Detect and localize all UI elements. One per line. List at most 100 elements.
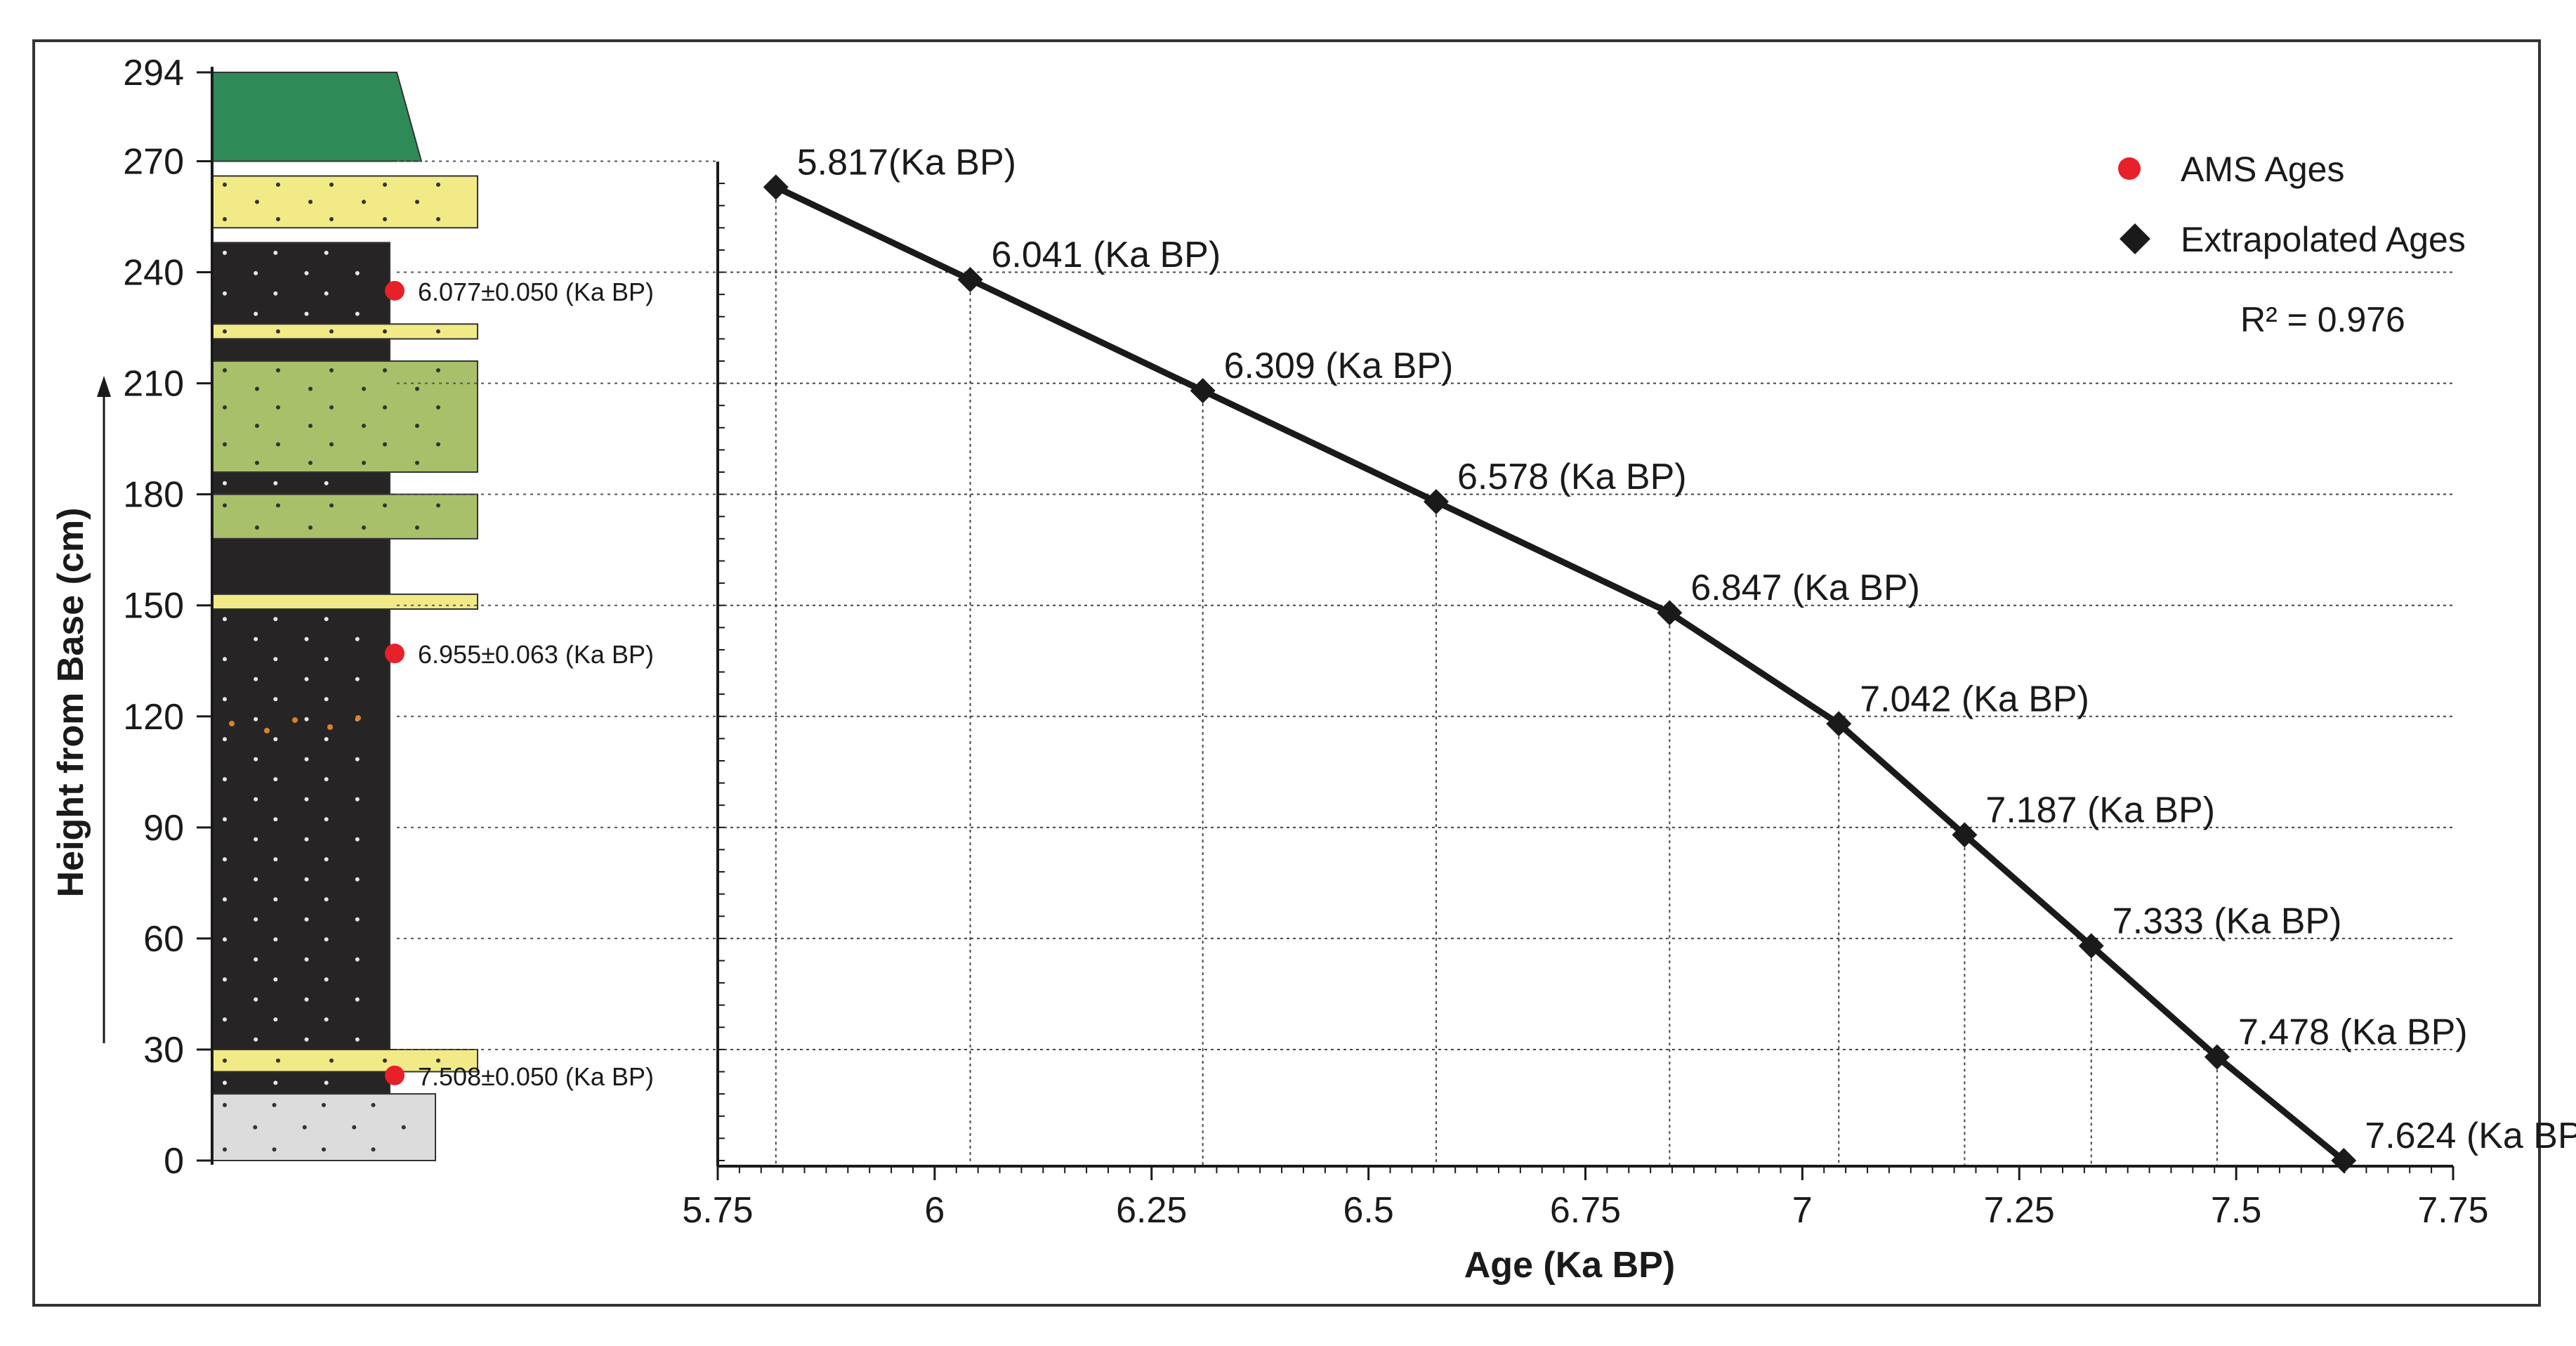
strat-dot	[223, 329, 227, 334]
strat-dot	[273, 250, 278, 255]
extrapolated-age-label: 6.041 (Ka BP)	[992, 235, 1221, 275]
strat-dot	[383, 1058, 387, 1063]
strat-dot	[276, 216, 280, 221]
strat-dot	[329, 503, 334, 508]
strat-dot	[254, 757, 258, 762]
strat-dot	[324, 897, 329, 902]
y-tick-label: 270	[123, 141, 184, 182]
legend-extrapolated-marker	[2120, 223, 2150, 254]
strat-dot	[223, 937, 227, 942]
strat-dot	[223, 897, 227, 902]
strat-unit	[211, 360, 478, 473]
strat-dot	[329, 1058, 334, 1063]
strat-orange-speck	[229, 721, 235, 726]
y-tick-label: 240	[123, 253, 184, 294]
x-axis-ticks: 5.75 6 6.25 6.5 6.75 7 7.25 7.5 7.75	[682, 183, 2489, 1231]
legend-ams-label: AMS Ages	[2181, 150, 2344, 189]
strat-dot	[308, 460, 313, 465]
strat-unit	[211, 1093, 436, 1161]
strat-dot	[324, 657, 329, 662]
strat-dot	[273, 1080, 278, 1085]
y-tick-label: 150	[123, 586, 184, 627]
extrapolated-age-marker	[1190, 378, 1216, 404]
x-tick-label: 6	[924, 1190, 945, 1231]
y-tick-label: 30	[143, 1030, 184, 1071]
height-guide-lines	[397, 160, 718, 1050]
strat-unit-fill	[211, 537, 390, 595]
y-tick-label: 0	[164, 1141, 184, 1182]
strat-unit	[211, 323, 478, 340]
extrapolated-age-label: 6.578 (Ka BP)	[1457, 457, 1687, 497]
strat-dot	[415, 424, 419, 429]
strat-dot	[273, 857, 278, 862]
strat-dot	[308, 200, 313, 204]
strat-dot	[254, 997, 258, 1002]
strat-dot	[383, 442, 387, 447]
strat-dot	[304, 270, 309, 275]
strat-dot	[324, 817, 329, 822]
strat-unit	[211, 338, 390, 362]
strat-dot	[371, 1102, 376, 1107]
strat-dot	[304, 957, 309, 962]
strat-dot	[329, 216, 334, 221]
strat-dot	[223, 291, 227, 296]
strat-dot	[254, 877, 258, 882]
extrapolated-age-label: 7.333 (Ka BP)	[2112, 901, 2342, 941]
strat-dot	[304, 311, 309, 316]
strat-dot	[273, 657, 278, 662]
strat-dot	[308, 386, 313, 391]
strat-dot	[324, 1017, 329, 1022]
strat-orange-speck	[264, 728, 270, 733]
strat-dot	[223, 697, 227, 702]
strat-dot	[223, 977, 227, 982]
strat-unit-fill	[211, 360, 478, 473]
stratigraphic-column	[211, 72, 478, 1161]
y-tick-label: 90	[143, 808, 184, 849]
strat-unit	[211, 1071, 390, 1095]
strat-dot	[329, 442, 334, 447]
strat-dot	[401, 1125, 406, 1130]
strat-orange-speck	[327, 724, 333, 730]
strat-dot	[304, 797, 309, 802]
strat-dot	[223, 442, 227, 447]
strat-unit-fill	[211, 608, 390, 1050]
strat-dot	[436, 503, 440, 508]
strat-dot	[223, 182, 227, 187]
extrapolated-age-label: 6.847 (Ka BP)	[1690, 568, 1920, 608]
strat-orange-speck	[292, 717, 298, 723]
strat-unit	[211, 471, 390, 495]
strat-dot	[276, 442, 280, 447]
strat-dot	[223, 617, 227, 622]
strat-unit-fill	[211, 338, 390, 362]
strat-dot	[253, 1125, 258, 1130]
strat-dot	[273, 697, 278, 702]
strat-dot	[362, 460, 366, 465]
strat-dot	[273, 937, 278, 942]
x-tick-label: 7	[1792, 1190, 1813, 1231]
strat-dot	[223, 1080, 227, 1085]
strat-dot	[276, 368, 280, 373]
strat-dot	[276, 503, 280, 508]
strat-dot	[355, 917, 360, 922]
strat-dot	[223, 817, 227, 822]
strat-dot	[276, 405, 280, 410]
extrapolated-age-marker	[1423, 489, 1449, 515]
x-tick-label: 7.25	[1984, 1190, 2055, 1231]
strat-dot	[273, 977, 278, 982]
x-tick-label: 7.5	[2211, 1190, 2261, 1231]
strat-dot	[223, 857, 227, 862]
strat-dot	[254, 311, 258, 316]
strat-dot	[223, 368, 227, 373]
strat-dot	[273, 617, 278, 622]
ams-age-marker	[385, 280, 405, 301]
strat-unit-fill	[211, 471, 390, 495]
extrapolated-age-marker	[1952, 822, 1978, 848]
strat-dot	[223, 1102, 227, 1107]
strat-dot	[223, 1017, 227, 1022]
strat-dot	[383, 503, 387, 508]
strat-dot	[255, 424, 259, 429]
strat-dot	[415, 460, 419, 465]
strat-dot	[255, 386, 259, 391]
strat-dot	[273, 817, 278, 822]
